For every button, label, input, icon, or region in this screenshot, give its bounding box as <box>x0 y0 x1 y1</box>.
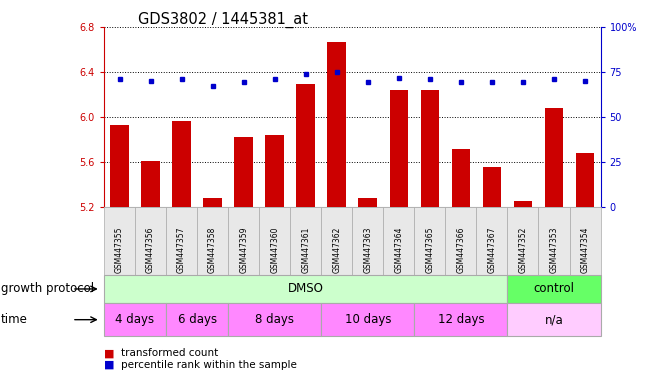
Text: GSM447363: GSM447363 <box>363 226 372 273</box>
Text: 10 days: 10 days <box>344 313 391 326</box>
Text: GSM447367: GSM447367 <box>487 226 497 273</box>
Text: GSM447361: GSM447361 <box>301 226 310 273</box>
Text: GSM447362: GSM447362 <box>332 226 342 273</box>
Bar <box>297 84 315 207</box>
Bar <box>172 121 191 207</box>
Text: GSM447364: GSM447364 <box>395 226 403 273</box>
Text: GSM447354: GSM447354 <box>580 226 590 273</box>
Text: control: control <box>533 283 574 295</box>
Bar <box>358 199 377 207</box>
Text: GSM447360: GSM447360 <box>270 226 279 273</box>
Text: GSM447355: GSM447355 <box>115 226 124 273</box>
Text: GSM447358: GSM447358 <box>208 226 217 273</box>
Text: GSM447357: GSM447357 <box>177 226 186 273</box>
Text: ■: ■ <box>104 360 118 370</box>
Bar <box>482 167 501 207</box>
Bar <box>203 199 222 207</box>
Text: n/a: n/a <box>545 313 564 326</box>
Bar <box>576 153 595 207</box>
Text: GSM447353: GSM447353 <box>550 226 558 273</box>
Text: 8 days: 8 days <box>255 313 294 326</box>
Text: transformed count: transformed count <box>121 348 218 358</box>
Text: GSM447356: GSM447356 <box>146 226 155 273</box>
Bar <box>421 90 439 207</box>
Bar <box>545 108 563 207</box>
Text: time: time <box>1 313 28 326</box>
Bar <box>389 90 408 207</box>
Text: GSM447365: GSM447365 <box>425 226 434 273</box>
Bar <box>234 137 253 207</box>
Text: 6 days: 6 days <box>178 313 217 326</box>
Bar <box>265 135 284 207</box>
Text: GDS3802 / 1445381_at: GDS3802 / 1445381_at <box>138 12 307 28</box>
Text: 12 days: 12 days <box>437 313 484 326</box>
Text: ■: ■ <box>104 348 118 358</box>
Bar <box>110 125 129 207</box>
Text: GSM447359: GSM447359 <box>239 226 248 273</box>
Bar <box>514 200 532 207</box>
Bar <box>327 41 346 207</box>
Text: percentile rank within the sample: percentile rank within the sample <box>121 360 297 370</box>
Text: GSM447352: GSM447352 <box>519 226 527 273</box>
Bar <box>452 149 470 207</box>
Text: 4 days: 4 days <box>115 313 154 326</box>
Bar <box>141 161 160 207</box>
Text: DMSO: DMSO <box>288 283 323 295</box>
Text: growth protocol: growth protocol <box>1 283 94 295</box>
Text: GSM447366: GSM447366 <box>456 226 466 273</box>
